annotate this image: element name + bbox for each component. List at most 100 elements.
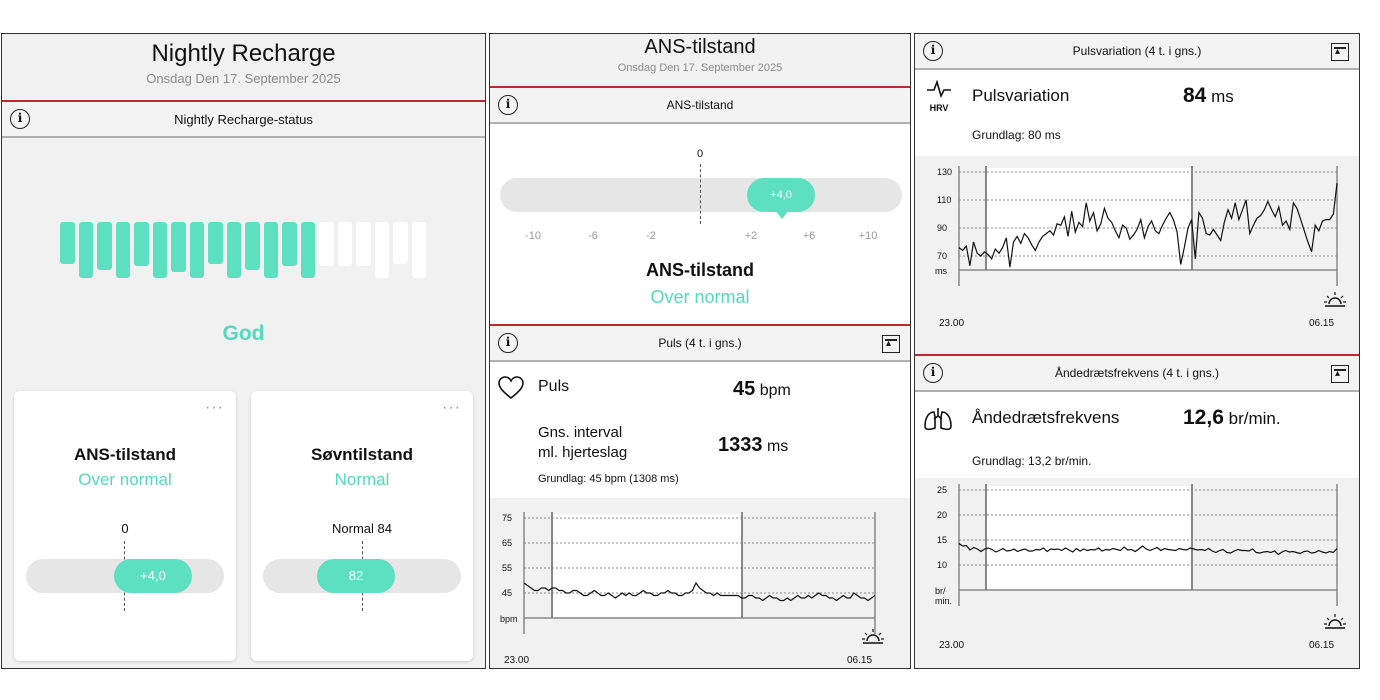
ans-card-title: ANS-tilstand bbox=[74, 445, 176, 464]
gauge-tick-label: -10 bbox=[525, 230, 541, 242]
status-bar bbox=[97, 222, 112, 270]
ans-state-label: ANS-tilstand bbox=[646, 260, 754, 280]
heart-icon bbox=[498, 376, 524, 400]
page-date: Onsdag Den 17. September 2025 bbox=[617, 62, 783, 74]
x-end-label: 06.15 bbox=[1309, 640, 1334, 651]
x-end-label: 06.15 bbox=[847, 655, 872, 666]
moon-icon bbox=[518, 631, 526, 647]
section-title: Pulsvariation (4 t. i gns.) bbox=[1072, 44, 1202, 58]
sunrise-icon bbox=[862, 629, 884, 644]
gauge-tick-label: +10 bbox=[858, 230, 878, 242]
hrv-section-header: i Pulsvariation (4 t. i gns.) bbox=[915, 34, 1359, 70]
pulse-baseline: Grundlag: 45 bpm (1308 ms) bbox=[538, 473, 679, 485]
info-icon[interactable]: i bbox=[498, 95, 518, 115]
export-icon[interactable] bbox=[882, 335, 900, 353]
y-tick-label: 65 bbox=[502, 538, 512, 548]
gauge-zero-label: 0 bbox=[696, 148, 704, 160]
status-bar bbox=[411, 222, 426, 278]
status-bar bbox=[78, 222, 93, 278]
y-unit-label: bpm bbox=[500, 614, 518, 624]
y-unit-label: br/ bbox=[935, 586, 946, 596]
section-header: i Nightly Recharge-status bbox=[2, 102, 485, 138]
interval-value: 1333 bbox=[718, 434, 763, 456]
section-title: Puls (4 t. i gns.) bbox=[658, 336, 742, 350]
series-line bbox=[523, 581, 876, 602]
y-tick-label: 15 bbox=[937, 535, 947, 545]
resp-section-header: i Åndedrætsfrekvens (4 t. i gns.) bbox=[915, 356, 1359, 392]
gauge-track bbox=[500, 178, 902, 212]
status-bar bbox=[134, 222, 149, 266]
x-start-label: 23.00 bbox=[939, 640, 964, 651]
info-icon[interactable]: i bbox=[923, 363, 943, 383]
resp-label: Åndedrætsfrekvens bbox=[972, 408, 1120, 427]
x-end-label: 06.15 bbox=[1309, 318, 1334, 329]
status-bar bbox=[263, 222, 278, 278]
divider bbox=[915, 354, 1359, 356]
divider bbox=[2, 100, 485, 102]
hrv-baseline: Grundlag: 80 ms bbox=[972, 128, 1061, 142]
status-bar bbox=[300, 222, 315, 278]
info-icon[interactable]: i bbox=[498, 333, 518, 353]
y-tick-label: 55 bbox=[502, 563, 512, 573]
moon-icon bbox=[953, 294, 961, 310]
pulse-value: 45 bbox=[733, 378, 756, 400]
info-icon[interactable]: i bbox=[923, 41, 943, 61]
y-tick-label: 110 bbox=[937, 195, 951, 205]
status-bar bbox=[319, 222, 334, 266]
hrv-readout: 84 ms bbox=[1183, 84, 1234, 108]
recharge-status-bars bbox=[60, 222, 430, 278]
sleep-card-ref-label: Normal 84 bbox=[332, 521, 392, 536]
ans-card-status: Over normal bbox=[78, 470, 172, 489]
hrv-chart-area: 130 110 90 70 ms 23.00 06.15 bbox=[915, 156, 1359, 354]
resp-value: 12,6 bbox=[1183, 406, 1224, 429]
y-tick-label: 45 bbox=[502, 588, 512, 598]
y-tick-label: 75 bbox=[502, 513, 512, 523]
y-unit-label: min. bbox=[935, 596, 952, 606]
section-header: i ANS-tilstand bbox=[490, 88, 910, 124]
sun-arc bbox=[1328, 619, 1342, 627]
resp-unit: br/min. bbox=[1228, 409, 1281, 428]
status-bar bbox=[226, 222, 241, 278]
status-bar bbox=[115, 222, 130, 278]
section-title: ANS-tilstand bbox=[666, 98, 734, 112]
y-tick-label: 90 bbox=[937, 223, 947, 233]
y-tick-label: 20 bbox=[937, 510, 947, 520]
ans-card-ref-label: 0 bbox=[121, 521, 129, 536]
hrv-chart: 130 110 90 70 ms 23.00 06.15 bbox=[935, 166, 1346, 329]
info-icon[interactable]: i bbox=[10, 109, 30, 129]
sun-ray bbox=[1340, 617, 1344, 621]
series-line bbox=[958, 183, 1338, 268]
ans-panel: ANS-tilstand Onsdag Den 17. September 20… bbox=[489, 33, 911, 669]
status-bar bbox=[282, 222, 297, 266]
pulse-chart-area: 75 65 55 45 bpm 23.00 06.15 bbox=[490, 498, 910, 668]
ans-card[interactable]: ··· ANS-tilstand Over normal 0 +4,0 bbox=[14, 391, 236, 661]
status-bar bbox=[152, 222, 167, 278]
y-tick-label: 10 bbox=[937, 560, 947, 570]
gauge-zero-line bbox=[700, 164, 701, 224]
gauge-tick-label: +2 bbox=[744, 230, 758, 242]
sun-ray bbox=[864, 632, 868, 636]
more-icon[interactable]: ··· bbox=[442, 399, 461, 416]
hrv-resp-panel: i Pulsvariation (4 t. i gns.) HRV Pulsva… bbox=[914, 33, 1360, 669]
hrv-icon: HRV bbox=[925, 79, 953, 113]
more-icon[interactable]: ··· bbox=[205, 399, 224, 416]
sleep-card-title: Søvntilstand bbox=[310, 445, 413, 464]
interval-unit: ms bbox=[766, 438, 789, 455]
interval-readout: 1333 ms bbox=[718, 434, 788, 457]
ans-state-value: Over normal bbox=[650, 287, 750, 307]
y-unit-label: ms bbox=[935, 266, 947, 276]
export-icon[interactable] bbox=[1331, 43, 1349, 61]
resp-baseline: Grundlag: 13,2 br/min. bbox=[972, 454, 1092, 468]
hrv-summary: HRV Pulsvariation 84 ms Grundlag: 80 ms bbox=[915, 70, 1359, 156]
pulse-section-header: i Puls (4 t. i gns.) bbox=[490, 326, 910, 362]
status-bar bbox=[393, 222, 408, 264]
gauge-ticks: -10 -6 -2 +2 +6 +10 bbox=[490, 230, 910, 244]
status-bar bbox=[60, 222, 75, 264]
sleep-card[interactable]: ··· Søvntilstand Normal Normal 84 82 bbox=[251, 391, 473, 661]
lungs-icon bbox=[924, 408, 952, 431]
resp-summary: Åndedrætsfrekvens 12,6 br/min. Grundlag:… bbox=[915, 392, 1359, 478]
y-tick-label: 25 bbox=[937, 485, 947, 495]
export-icon[interactable] bbox=[1331, 365, 1349, 383]
recharge-status-label: God bbox=[222, 322, 265, 345]
status-bar bbox=[208, 222, 223, 264]
